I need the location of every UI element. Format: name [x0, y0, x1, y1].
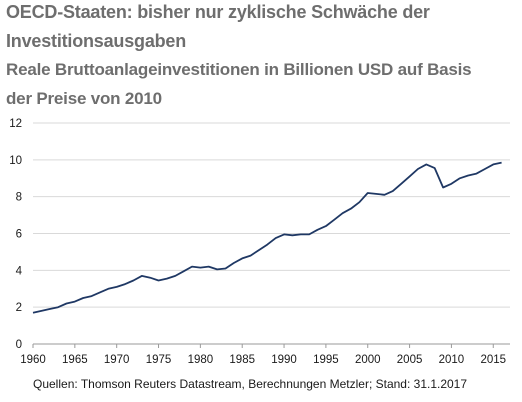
y-tick-label-0: 0: [16, 339, 22, 351]
x-tick-label-2005: 2005: [397, 354, 423, 366]
y-tick-label-2: 2: [16, 302, 22, 314]
x-tick-label-1975: 1975: [146, 354, 172, 366]
series-layer: [32, 161, 502, 314]
y-axis-tick-labels: 0 2 4 6 8 10 12: [9, 118, 22, 351]
x-tick-label-1980: 1980: [188, 354, 214, 366]
chart-title-line-2: Investitionsausgaben: [6, 31, 187, 51]
y-tick-label-8: 8: [16, 192, 22, 204]
chart-subtitle-line-1: Reale Bruttoanlageinvestitionen in Billi…: [6, 60, 472, 79]
x-tick-label-2010: 2010: [439, 354, 465, 366]
series-line-0: [32, 161, 502, 314]
source-note: Quellen: Thomson Reuters Datastream, Ber…: [33, 377, 468, 391]
y-tick-label-10: 10: [9, 155, 22, 167]
gridlines: [32, 122, 510, 348]
y-tick-label-12: 12: [9, 118, 22, 130]
x-tick-label-2015: 2015: [480, 354, 506, 366]
x-tick-label-1960: 1960: [20, 354, 46, 366]
x-tick-label-1965: 1965: [62, 354, 88, 366]
x-tick-label-1970: 1970: [104, 354, 130, 366]
x-tick-label-1995: 1995: [313, 354, 339, 366]
x-tick-label-2000: 2000: [355, 354, 381, 366]
y-tick-label-4: 4: [16, 265, 23, 277]
y-tick-label-6: 6: [16, 229, 22, 241]
chart-title-line-1: OECD-Staaten: bisher nur zyklische Schwä…: [6, 2, 430, 22]
x-tick-label-1990: 1990: [271, 354, 297, 366]
chart-subtitle-line-2: der Preise von 2010: [6, 89, 162, 108]
x-tick-label-1985: 1985: [229, 354, 255, 366]
x-axis-tick-labels: 1960 1965 1970 1975 1980 1985 1990 1995 2000 2005…: [20, 354, 506, 366]
